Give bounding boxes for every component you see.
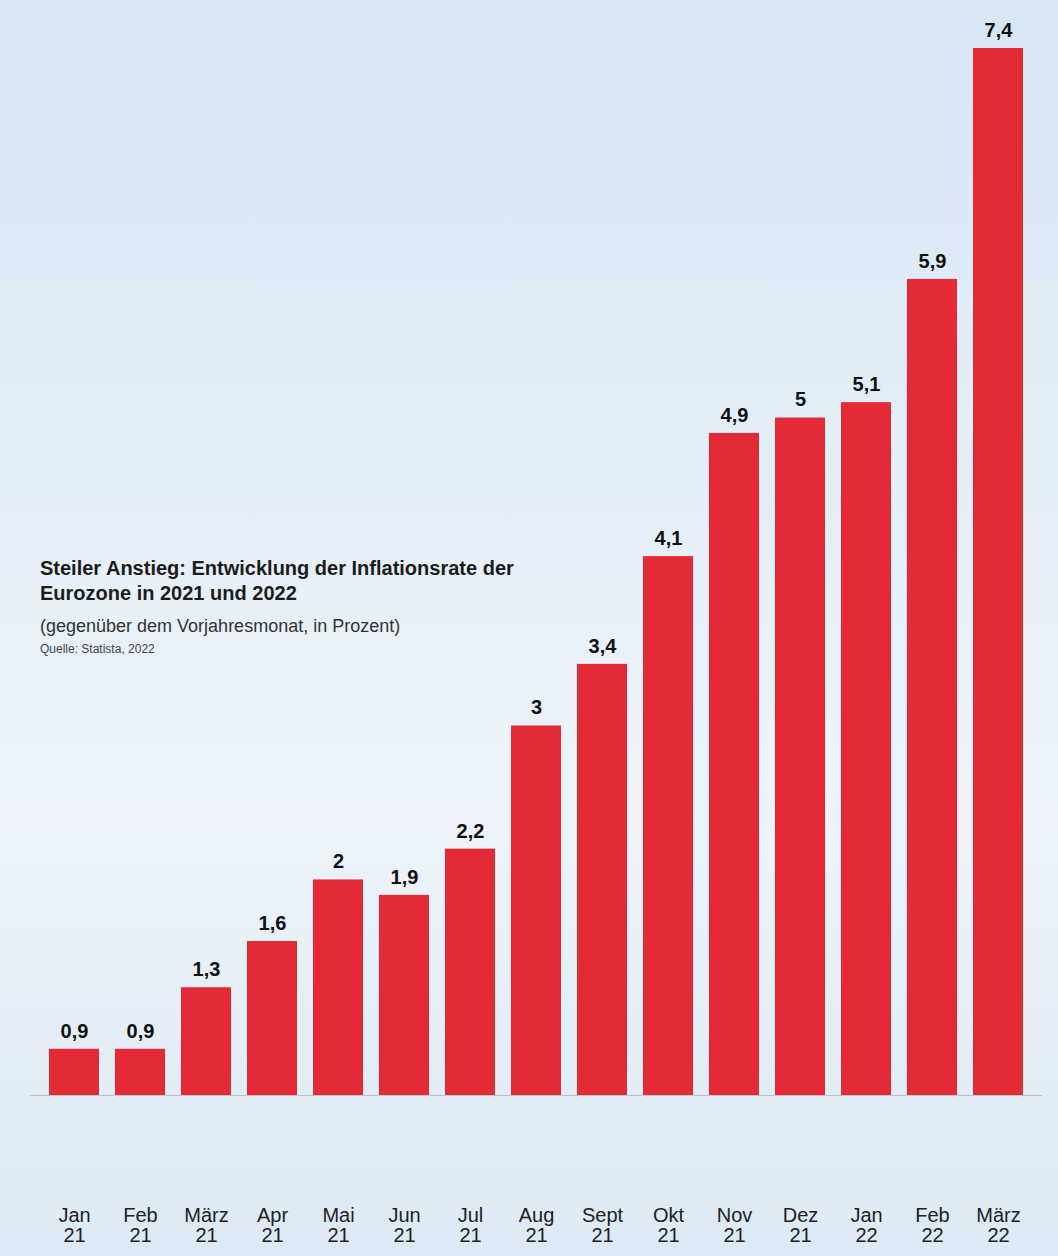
svg-text:Nov21: Nov21 [717, 1204, 753, 1246]
svg-text:Jun21: Jun21 [388, 1204, 420, 1246]
svg-text:2,2: 2,2 [457, 820, 485, 842]
svg-text:1,6: 1,6 [259, 912, 287, 934]
svg-text:Okt21: Okt21 [653, 1204, 685, 1246]
svg-text:0,9: 0,9 [61, 1020, 89, 1042]
svg-text:Aug21: Aug21 [519, 1204, 555, 1246]
svg-text:Mai21: Mai21 [322, 1204, 354, 1246]
html-text:Quelle: Statista, 2022: Quelle: Statista, 2022 [40, 641, 155, 656]
svg-text:Sept21: Sept21 [582, 1204, 624, 1246]
svg-text:3: 3 [531, 696, 542, 718]
svg-text:März22: März22 [976, 1204, 1020, 1246]
svg-text:Feb21: Feb21 [123, 1204, 157, 1246]
svg-text:2: 2 [333, 850, 344, 872]
svg-text:1,3: 1,3 [193, 958, 221, 980]
html-text:Steiler Anstieg: Entwicklung d: Steiler Anstieg: Entwicklung der Inflati… [40, 557, 514, 604]
svg-text:0,9: 0,9 [127, 1020, 155, 1042]
svg-text:Feb22: Feb22 [915, 1204, 949, 1246]
svg-text:3,4: 3,4 [589, 635, 618, 657]
svg-text:Apr21: Apr21 [257, 1204, 288, 1246]
svg-text:5,1: 5,1 [853, 373, 881, 395]
svg-text:1,9: 1,9 [391, 866, 419, 888]
svg-text:Jan21: Jan21 [58, 1204, 90, 1246]
svg-text:4,9: 4,9 [721, 404, 749, 426]
svg-text:5: 5 [795, 388, 806, 410]
svg-text:März21: März21 [184, 1204, 228, 1246]
svg-text:Dez21: Dez21 [783, 1204, 819, 1246]
svg-text:Jan22: Jan22 [850, 1204, 882, 1246]
svg-text:7,4: 7,4 [985, 19, 1014, 41]
svg-text:4,1: 4,1 [655, 527, 683, 549]
svg-text:Jul21: Jul21 [458, 1204, 484, 1246]
html-text:(gegenüber dem Vorjahresmonat,: (gegenüber dem Vorjahresmonat, in Prozen… [40, 616, 401, 636]
svg-text:5,9: 5,9 [919, 250, 947, 272]
